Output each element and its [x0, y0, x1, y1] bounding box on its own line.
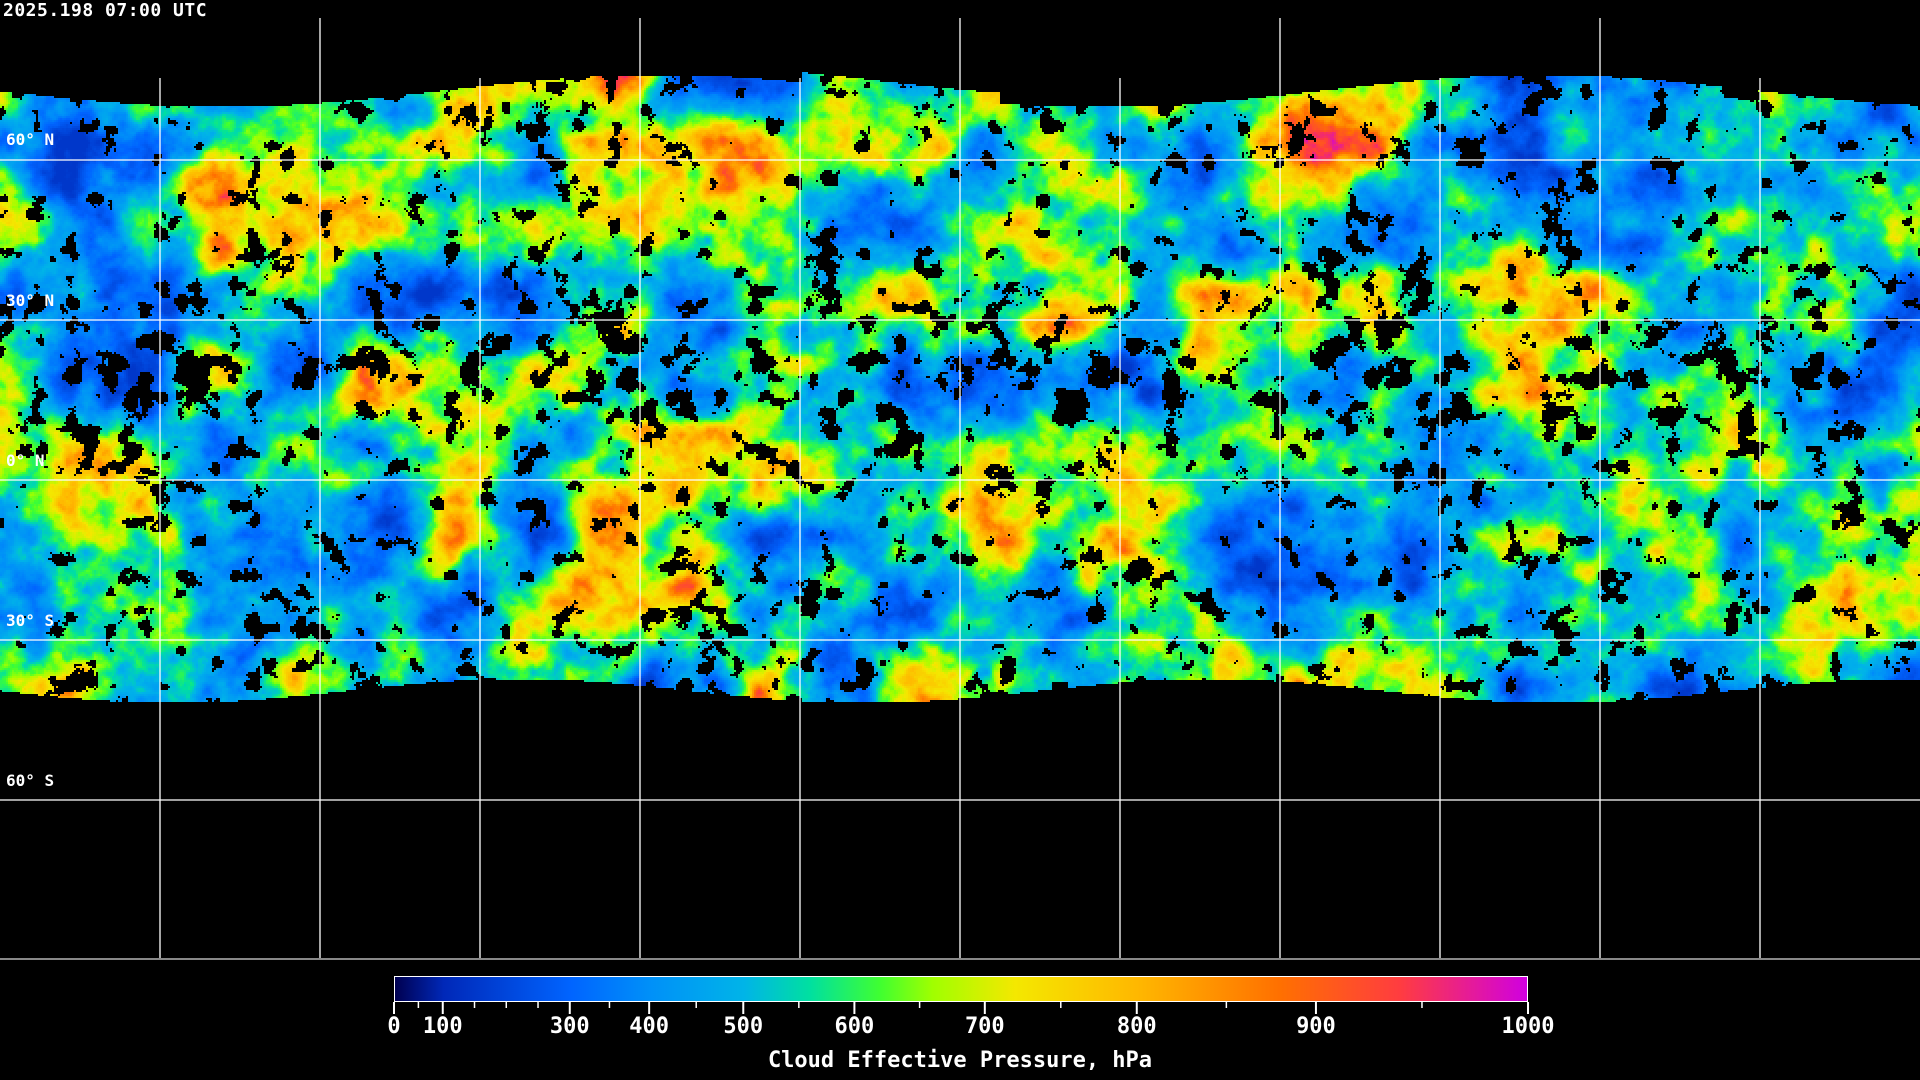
lat-label-60s: 60° S	[6, 771, 55, 790]
colorbar-tick-label: 700	[964, 1014, 1005, 1039]
lat-label-30n: 30° N	[6, 291, 55, 310]
colorbar-title: Cloud Effective Pressure, hPa	[767, 1048, 1153, 1073]
cloud-pressure-map: 2025.198 07:00 UTC 60° N 30° N 0° N 30° …	[0, 0, 1920, 960]
lat-label-30s: 30° S	[6, 611, 55, 630]
lat-label-0n: 0° N	[6, 451, 45, 470]
timestamp-title: 2025.198 07:00 UTC	[3, 0, 208, 21]
graticule	[0, 18, 1920, 958]
colorbar-tick-label: 900	[1296, 1014, 1336, 1039]
lat-label-60n: 60° N	[6, 130, 55, 149]
colorbar-tick-label: 800	[1116, 1014, 1157, 1039]
colorbar-tick-label: 100	[422, 1014, 463, 1039]
colorbar-tick-label: 500	[723, 1014, 764, 1039]
map-border	[0, 958, 1920, 960]
colorbar	[394, 976, 1528, 1002]
colorbar-tick-label: 400	[629, 1014, 670, 1039]
colorbar-tick-label: 300	[549, 1014, 590, 1039]
colorbar-tick-label: 0	[387, 1014, 401, 1039]
colorbar-tick-label: 600	[834, 1014, 875, 1039]
colorbar-tick-label: 1000	[1501, 1014, 1555, 1039]
